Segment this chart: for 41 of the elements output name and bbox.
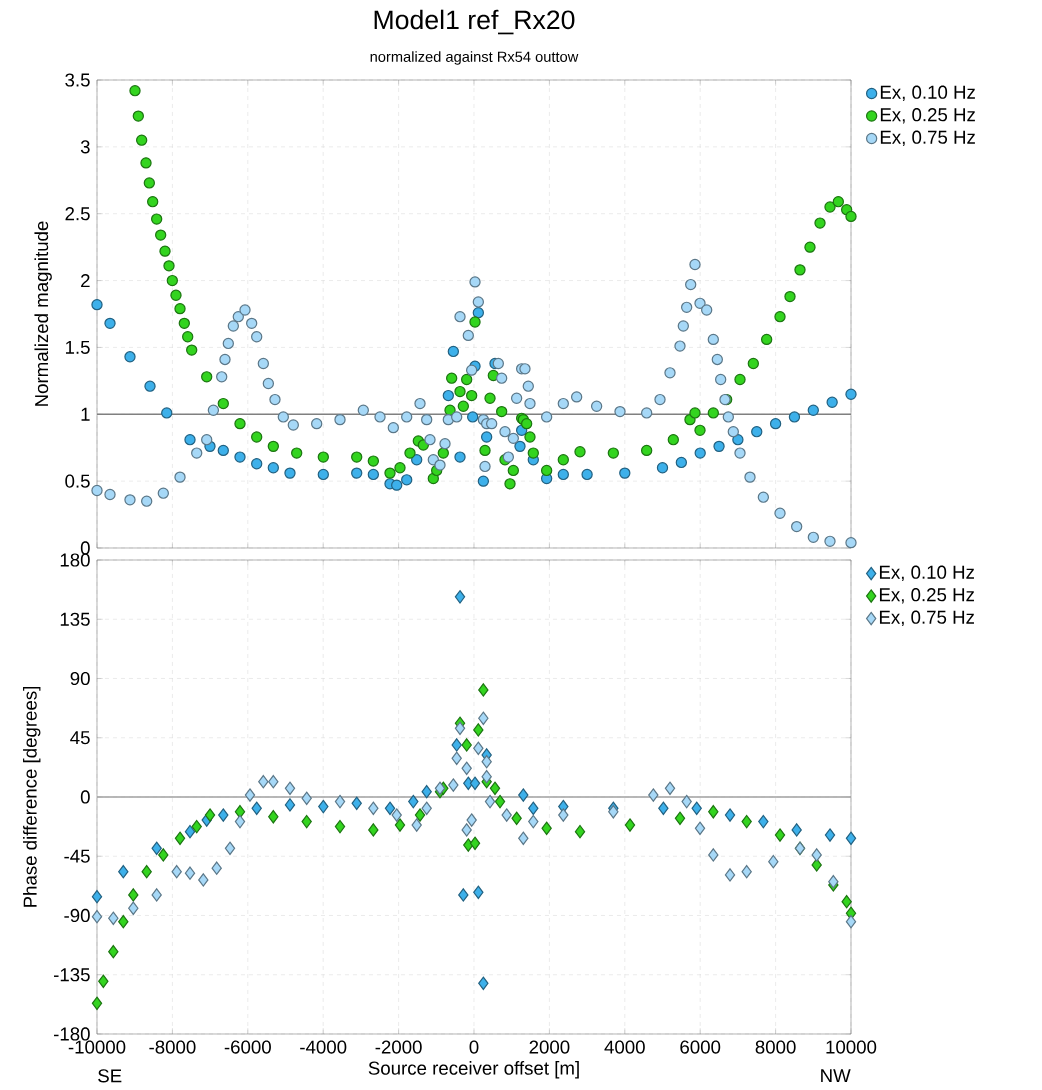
y-axis-title: Phase difference [degrees] xyxy=(23,687,41,907)
x-tick-label: -8000 xyxy=(149,1040,196,1054)
x-tick-label: 4000 xyxy=(604,1040,645,1054)
x-tick-label: 10000 xyxy=(826,1040,877,1054)
y-tick-label: 180 xyxy=(60,553,90,567)
y-tick-label: 0.5 xyxy=(65,474,90,488)
x-tick-label: -6000 xyxy=(224,1040,271,1054)
y-tick-label: -90 xyxy=(64,908,90,923)
y-tick-label: 1.5 xyxy=(65,340,90,354)
y-tick-label: 1 xyxy=(81,407,90,421)
y-tick-label: 2.5 xyxy=(65,207,90,221)
text: NW xyxy=(821,1069,851,1083)
x-tick-label: 2000 xyxy=(529,1040,570,1054)
x-tick-label: -10000 xyxy=(68,1040,126,1054)
y-tick-label: 45 xyxy=(70,731,90,745)
legend-label: Ex, 0.75 Hz xyxy=(879,610,974,627)
legend-label: Ex, 0.10 Hz xyxy=(879,565,974,582)
y-tick-label: -135 xyxy=(53,968,90,982)
y-tick-label: 0 xyxy=(80,541,90,555)
chart-title: Model1 ref_Rx20 xyxy=(374,9,575,35)
chart-subtitle: normalized against Rx54 outtow xyxy=(370,51,579,65)
x-tick-label: -2000 xyxy=(375,1040,422,1054)
legend-label: Ex, 0.10 Hz xyxy=(880,85,975,102)
y-tick-label: -45 xyxy=(64,849,90,863)
y-axis-title: Normalized magnitude xyxy=(34,221,52,406)
x-axis-title: Source receiver offset [m] xyxy=(368,1061,579,1079)
text: SE xyxy=(98,1069,122,1083)
y-tick-label: 3.5 xyxy=(65,73,90,87)
x-tick-label: 6000 xyxy=(680,1040,721,1054)
legend-label: Ex, 0.25 Hz xyxy=(880,108,975,124)
y-tick-label: -180 xyxy=(53,1027,90,1041)
y-tick-label: 2 xyxy=(81,274,90,288)
x-tick-label: 8000 xyxy=(755,1040,796,1054)
y-tick-label: 135 xyxy=(60,612,90,626)
x-tick-label: 0 xyxy=(469,1040,479,1054)
y-tick-label: 3 xyxy=(80,140,90,154)
y-tick-label: 0 xyxy=(80,790,90,804)
x-tick-label: -4000 xyxy=(300,1040,347,1054)
legend-label: Ex, 0.25 Hz xyxy=(879,588,974,604)
legend-label: Ex, 0.75 Hz xyxy=(880,130,975,147)
y-tick-label: 90 xyxy=(70,671,90,686)
